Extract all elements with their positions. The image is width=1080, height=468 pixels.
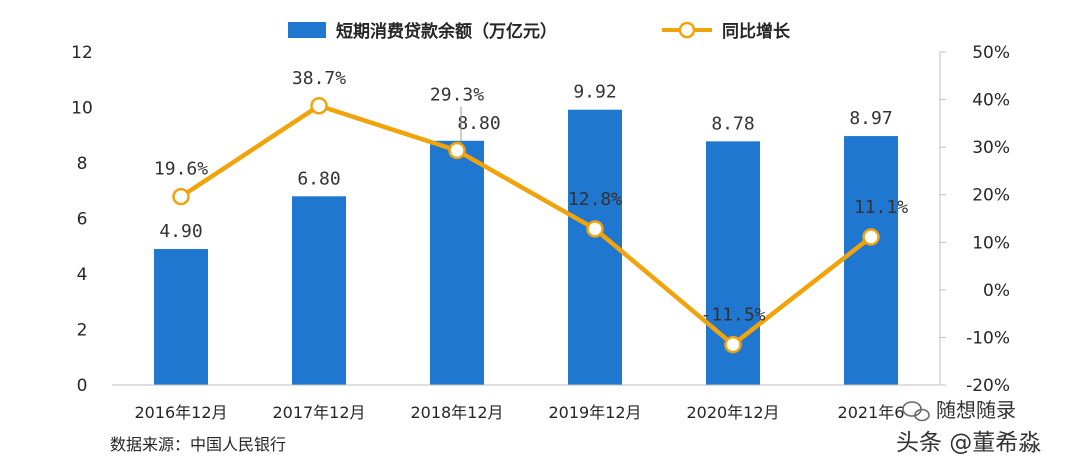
wechat-watermark-text: 随想随录 — [936, 398, 1016, 422]
line-data-label: 38.7% — [292, 68, 346, 89]
line-point — [862, 228, 880, 246]
y-left-tick-label: 12 — [71, 43, 93, 63]
y-left-tick-label: 2 — [77, 321, 88, 341]
bar — [430, 140, 484, 385]
bar — [568, 109, 622, 385]
y-right-tick-label: -10% — [966, 328, 1010, 348]
wechat-watermark: 随想随录 — [902, 398, 1016, 422]
y-right-tick-label: 30% — [972, 138, 1010, 158]
legend-line-marker — [678, 21, 696, 39]
y-right-tick-label: 0% — [983, 281, 1010, 301]
y-right-tick-label: 20% — [972, 186, 1010, 206]
x-tick-label: 2018年12月 — [410, 403, 503, 422]
line-data-label: 11.1% — [854, 197, 908, 218]
y-left-tick-label: 0 — [77, 376, 88, 396]
x-tick-label: 2020年12月 — [686, 403, 779, 422]
line-point — [310, 97, 328, 115]
line-data-label: 12.8% — [568, 189, 622, 210]
wechat-icon — [902, 401, 930, 422]
toutiao-watermark: 头条 @董希淼 — [896, 430, 1041, 456]
x-tick-label: 2019年12月 — [548, 403, 641, 422]
bar-label-group: 4.90 6.80 8.80 9.92 8.78 8.97 — [159, 82, 892, 242]
legend: 短期消费贷款余额（万亿元） 同比增长 — [288, 21, 791, 42]
x-tick-label: 2016年12月 — [134, 403, 227, 422]
y-left-tick-label: 4 — [77, 265, 88, 285]
category-axis: 2016年12月 2017年12月 2018年12月 2019年12月 2020年12月… — [134, 403, 904, 422]
x-tick-label: 2017年12月 — [272, 403, 365, 422]
y-right-tick-label: 50% — [972, 43, 1010, 63]
y-left-tick-label: 10 — [71, 99, 93, 119]
line-point — [586, 220, 604, 238]
bar — [154, 249, 208, 385]
y-right-tick-label: 10% — [972, 233, 1010, 253]
line-point — [448, 141, 466, 160]
y-left-tick-label: 8 — [77, 154, 88, 174]
line-label-group: 19.6% 38.7% 29.3% 12.8% -11.5% 11.1% — [154, 68, 908, 326]
left-axis: 0 2 4 6 8 10 12 — [71, 43, 93, 396]
right-axis: -20% -10% 0% 10% 20% 30% 40% 50% — [939, 43, 1010, 396]
bar-data-label: 6.80 — [297, 168, 340, 189]
bar-data-label: 8.97 — [849, 108, 892, 129]
bar — [292, 196, 346, 385]
legend-bar-label: 短期消费贷款余额（万亿元） — [336, 21, 557, 42]
y-left-tick-label: 6 — [77, 210, 88, 230]
line-data-label: -11.5% — [700, 305, 765, 326]
legend-line-label: 同比增长 — [722, 21, 791, 42]
x-tick-label: 2021年6 — [838, 403, 905, 422]
line-data-label: 19.6% — [154, 159, 208, 180]
line-point — [724, 335, 742, 354]
bar-series — [154, 109, 898, 385]
bar-data-label: 8.80 — [457, 113, 500, 134]
line-path — [179, 103, 873, 347]
bar-data-label: 4.90 — [159, 221, 202, 242]
bar — [844, 136, 898, 385]
bar-data-label: 8.78 — [711, 113, 754, 134]
line-series — [172, 97, 880, 354]
line-data-label: 29.3% — [430, 84, 484, 105]
bar-data-label: 9.92 — [573, 82, 616, 103]
source-note: 数据来源：中国人民银行 — [110, 435, 286, 454]
legend-bar-swatch — [288, 22, 326, 38]
y-right-tick-label: -20% — [966, 376, 1010, 396]
line-point — [172, 187, 190, 206]
y-right-tick-label: 40% — [972, 91, 1010, 111]
